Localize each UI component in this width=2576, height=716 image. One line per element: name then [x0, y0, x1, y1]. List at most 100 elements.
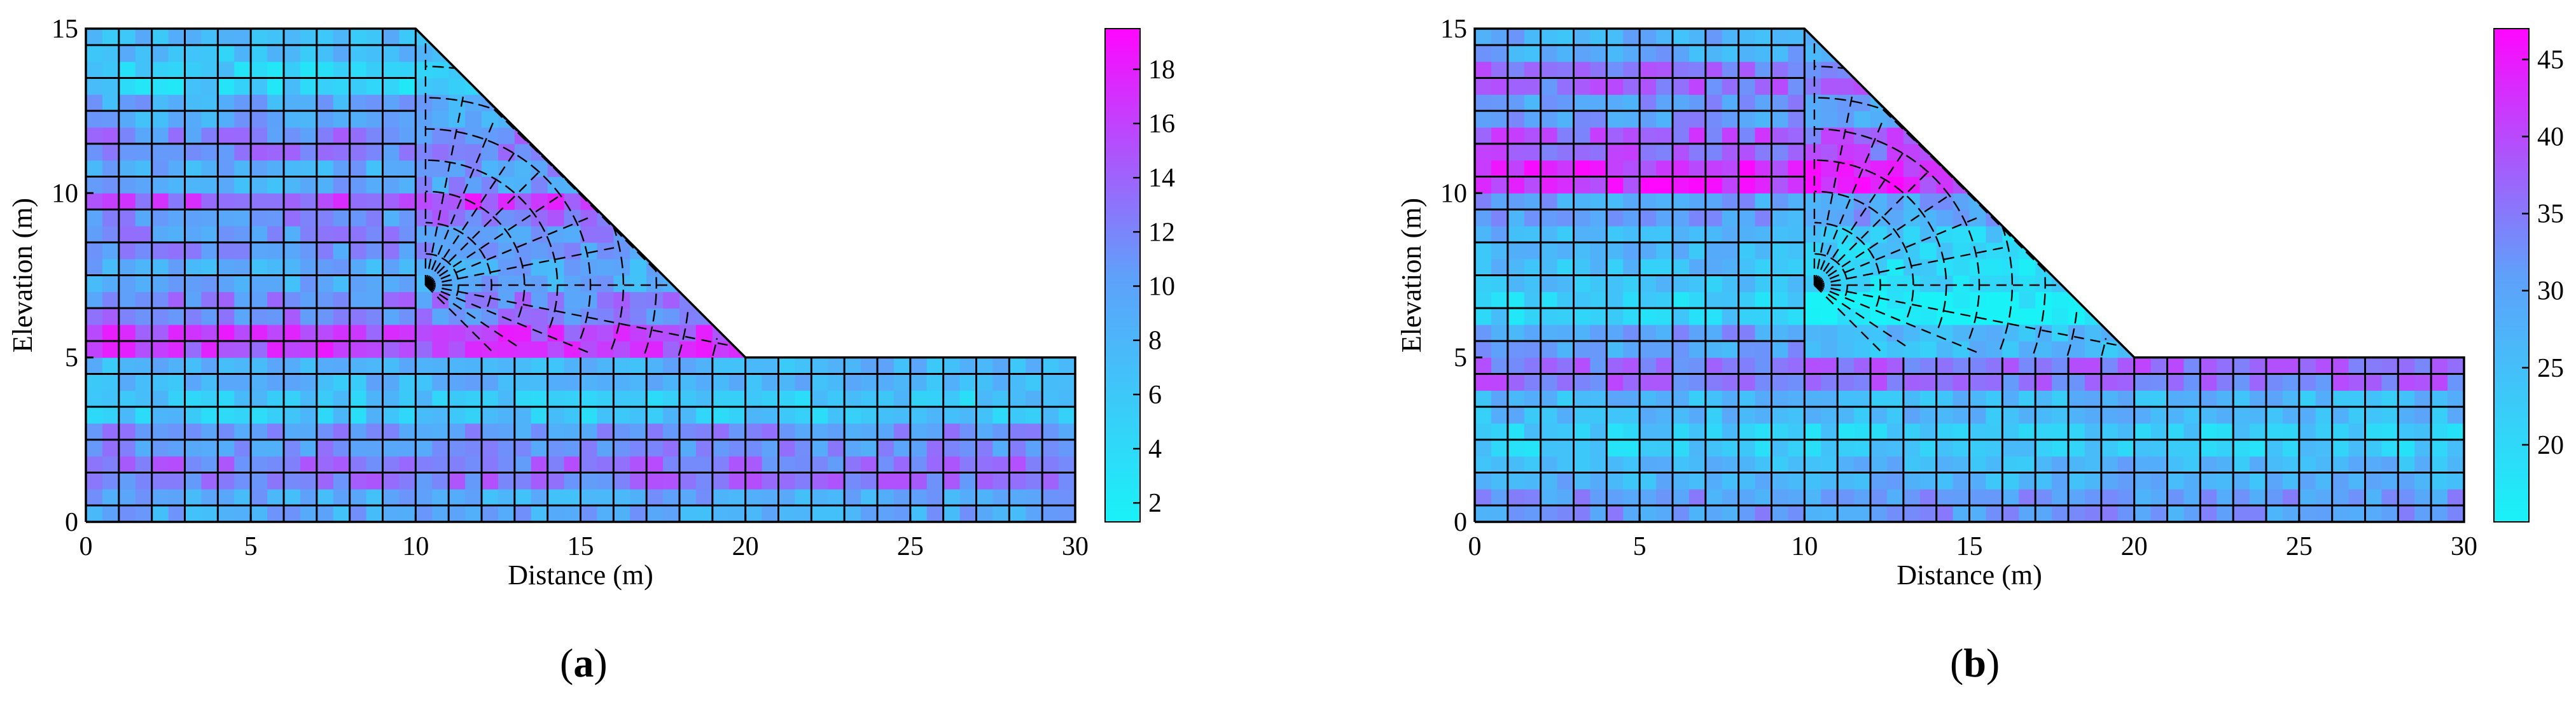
fan-arc [425, 128, 592, 339]
heatmap-cell [728, 489, 746, 506]
heatmap-cell [135, 374, 153, 391]
heatmap-cell [349, 143, 367, 161]
heatmap-cell [646, 505, 664, 523]
heatmap-cell [168, 160, 186, 178]
heatmap-cell [151, 78, 169, 95]
heatmap-cell [316, 160, 334, 178]
heatmap-cell [1953, 423, 1970, 440]
heatmap-cell [1590, 94, 1607, 111]
heatmap-cell [1854, 111, 1871, 128]
heatmap-cell [251, 390, 268, 407]
fan-ray [425, 284, 522, 350]
heatmap-cell [514, 407, 532, 424]
heatmap-cell [613, 423, 630, 440]
heatmap-cell [1507, 505, 1525, 523]
heatmap-cell [1606, 176, 1624, 193]
heatmap-cell [86, 407, 103, 424]
heatmap-cell [646, 456, 664, 474]
heatmap-cell [184, 143, 202, 161]
heatmap-cell [300, 193, 317, 210]
heatmap-cell [597, 258, 614, 276]
heatmap-cell [201, 291, 218, 309]
heatmap-cell [1557, 242, 1575, 260]
heatmap-cell [1640, 439, 1657, 457]
heatmap-cell [234, 94, 251, 111]
heatmap-cell [1673, 505, 1690, 523]
heatmap-cell [1886, 439, 1904, 457]
heatmap-cell [2052, 390, 2069, 407]
heatmap-cell [316, 472, 334, 489]
heatmap-cell [102, 160, 120, 178]
heatmap-cell [465, 94, 482, 111]
colorbar-tick-label: 8 [1148, 326, 1162, 356]
heatmap-cell [184, 127, 202, 144]
heatmap-cell [1656, 439, 1673, 457]
heatmap-cell [1788, 111, 1805, 128]
heatmap-cell [1673, 176, 1690, 193]
heatmap-cell [893, 456, 911, 474]
heatmap-cell [218, 423, 235, 440]
heatmap-cell [1640, 407, 1657, 424]
heatmap-cell [1590, 325, 1607, 342]
heatmap-cell [2299, 390, 2316, 407]
heatmap-cell [201, 29, 218, 46]
heatmap-cell [1590, 407, 1607, 424]
heatmap-cell [316, 193, 334, 210]
heatmap-cell [498, 439, 515, 457]
heatmap-cell [514, 505, 532, 523]
heatmap-cell [1557, 505, 1575, 523]
heatmap-cell [1557, 374, 1575, 391]
heatmap-cell [102, 456, 120, 474]
heatmap-cell [284, 489, 301, 506]
heatmap-cell [2084, 439, 2102, 457]
heatmap-cell [415, 94, 433, 111]
heatmap-cell [168, 78, 186, 95]
heatmap-cell [646, 390, 664, 407]
heatmap-cell [333, 242, 351, 260]
heatmap-cell [712, 439, 730, 457]
heatmap-cell [382, 160, 400, 178]
heatmap-cell [1688, 176, 1706, 193]
heatmap-cell [531, 374, 548, 391]
heatmap-cell [1540, 258, 1558, 276]
heatmap-cell [399, 275, 416, 292]
heatmap-cell [1540, 489, 1558, 506]
heatmap-cell [1837, 407, 1855, 424]
heatmap-cell [580, 242, 598, 260]
heatmap-cell [976, 439, 994, 457]
heatmap-cell [1524, 308, 1542, 325]
heatmap-cell [86, 505, 103, 523]
y-tick-label: 15 [52, 15, 78, 44]
heatmap-cell [1524, 423, 1542, 440]
heatmap-cell [234, 505, 251, 523]
heatmap-cell [1953, 357, 1970, 375]
heatmap-cell [2217, 439, 2234, 457]
heatmap-cell [630, 472, 647, 489]
heatmap-cell [184, 29, 202, 46]
heatmap-cell [580, 374, 598, 391]
heatmap-cell [102, 242, 120, 260]
heatmap-cell [349, 308, 367, 325]
heatmap-cell [1656, 78, 1673, 95]
heatmap-cell [1524, 505, 1542, 523]
heatmap-cell [1475, 340, 1492, 358]
heatmap-cell [1673, 143, 1690, 161]
heatmap-cell [1507, 439, 1525, 457]
heatmap-cell [300, 45, 317, 62]
heatmap-cell [168, 275, 186, 292]
heatmap-cell [382, 325, 400, 342]
heatmap-cell [482, 489, 499, 506]
heatmap-cell [597, 275, 614, 292]
heatmap-cell [1755, 143, 1772, 161]
heatmap-cell [762, 374, 779, 391]
heatmap-cell [547, 176, 565, 193]
heatmap-cell [168, 209, 186, 227]
heatmap-cell [564, 423, 581, 440]
heatmap-cell [251, 275, 268, 292]
heatmap-cell [811, 439, 828, 457]
heatmap-cell [1722, 505, 1739, 523]
heatmap-cell [1557, 308, 1575, 325]
heatmap-cell [1705, 94, 1723, 111]
heatmap-cell [2299, 423, 2316, 440]
colorbar-tick-label: 30 [2537, 277, 2564, 306]
